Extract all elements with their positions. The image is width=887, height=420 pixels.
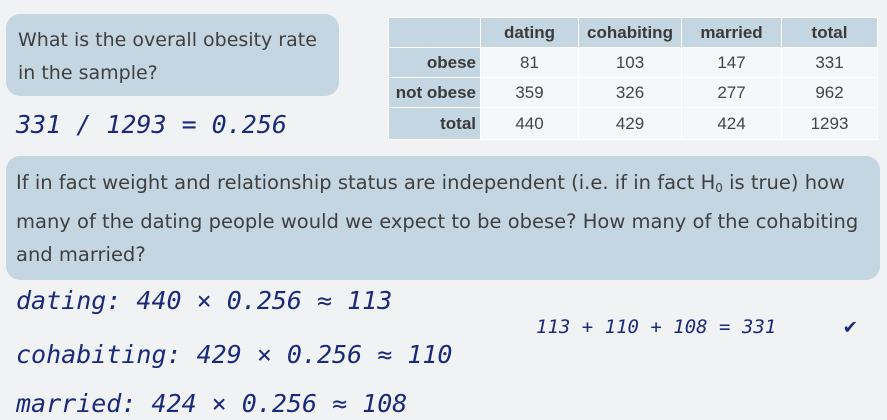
work-sum: 113 + 110 + 108 = 331 [536, 316, 777, 338]
question-2-text: If in fact weight and relationship statu… [16, 166, 874, 271]
table-cell: 359 [480, 77, 579, 108]
question-2-text-part1: If in fact weight and relationship statu… [16, 171, 716, 194]
question-1-text: What is the overall obesity rate in the … [18, 29, 317, 84]
contingency-table: dating cohabiting married total obese 81… [388, 17, 878, 140]
table-cell: 962 [781, 77, 878, 108]
table-cell: 147 [681, 47, 782, 78]
table-cell: 424 [681, 107, 782, 140]
table-cell: 440 [480, 107, 579, 140]
table-cell: 103 [578, 47, 682, 78]
checkmark-icon: ✔ [844, 314, 857, 338]
work-cohabiting: cohabiting: 429 × 0.256 ≈ 110 [16, 340, 453, 369]
row-header: total [388, 107, 481, 140]
table-corner [388, 17, 481, 48]
table-header-row: dating cohabiting married total [388, 17, 878, 48]
col-header-cohabiting: cohabiting [578, 17, 682, 48]
table-cell: 81 [480, 47, 579, 78]
table-row: total 440 429 424 1293 [388, 107, 878, 140]
question-2-box: If in fact weight and relationship statu… [6, 156, 880, 280]
work-dating: dating: 440 × 0.256 ≈ 113 [16, 286, 393, 315]
work-married: married: 424 × 0.256 ≈ 108 [16, 389, 408, 418]
col-header-married: married [681, 17, 782, 48]
col-header-dating: dating [480, 17, 579, 48]
table-cell: 429 [578, 107, 682, 140]
row-header: obese [388, 47, 481, 78]
question-1-box: What is the overall obesity rate in the … [6, 14, 339, 96]
row-header: not obese [388, 77, 481, 108]
table-row: obese 81 103 147 331 [388, 47, 878, 78]
table-row: not obese 359 326 277 962 [388, 77, 878, 108]
table-cell: 326 [578, 77, 682, 108]
h0-subscript: 0 [715, 181, 723, 195]
table-cell: 277 [681, 77, 782, 108]
table-cell: 331 [781, 47, 878, 78]
table-cell: 1293 [781, 107, 878, 140]
question-2-text-part2: is true) how many of the dating people w… [16, 171, 859, 266]
col-header-total: total [781, 17, 878, 48]
answer-1-handwriting: 331 / 1293 = 0.256 [16, 110, 287, 139]
